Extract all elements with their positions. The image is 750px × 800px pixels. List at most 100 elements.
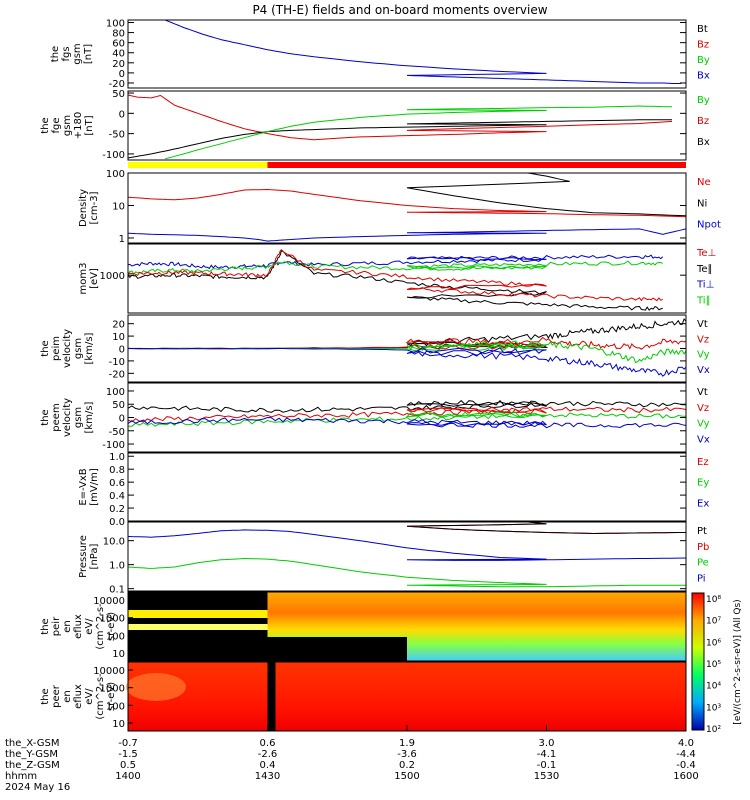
spectrogram-feature: [125, 673, 186, 701]
y-axis-label: velocity: [62, 398, 73, 437]
legend-entry: Vz: [697, 403, 709, 414]
y-axis-label: [nPa]: [89, 543, 100, 569]
y-tick-label: 10: [112, 719, 125, 730]
colorbar-tick-label: 10⁷: [706, 617, 721, 627]
y-tick-label: 0: [119, 69, 125, 80]
panel-density: 100 10 1 Density [cm-3] Ne Ni Npot: [78, 169, 721, 245]
y-tick-label: 0.4: [109, 491, 125, 502]
y-axis-label: fgs: [61, 46, 72, 61]
legend-entry: Pb: [697, 542, 709, 553]
legend-entry: Vt: [697, 319, 708, 330]
colorbar-tick-label: 10⁵: [706, 660, 721, 670]
series-bx: [127, 119, 672, 159]
series-vx: [127, 347, 687, 377]
legend-entry: Vx: [697, 365, 710, 376]
panel-frame: [127, 591, 687, 662]
colorbar-label: [eV/(cm^2-s-sr-eV)] (All Qs): [733, 599, 743, 724]
spectrogram-band: [128, 610, 268, 618]
panel-efield: 1.0 0.8 0.6 0.4 0.2 0.0 E=-VxB [mV/m] Ez Ey Ex: [78, 452, 709, 528]
panel-peer: 10000 1000 100 10 the peer en eflux eV/(cm^2-s-s…: [40, 661, 687, 732]
y-tick-label: 100: [106, 631, 125, 642]
y-tick-label: 80: [112, 29, 125, 40]
series-te: [127, 249, 663, 311]
legend-entry: Bx: [697, 71, 710, 82]
y-tick-label: 0: [119, 345, 125, 356]
legend-entry: Ex: [697, 498, 709, 509]
series-pe: [127, 557, 686, 588]
y-axis-label: [nT]: [83, 44, 94, 64]
y-axis-label: gsm: [72, 43, 83, 64]
legend-entry: Ez: [697, 457, 709, 468]
region-bar-yellow: [128, 162, 268, 168]
x-row-value: 0.6: [260, 738, 276, 749]
colorbar-tick-label: 10⁸: [706, 595, 721, 605]
x-row-value: 0.2: [399, 760, 415, 771]
x-row-value: -0.4: [676, 760, 696, 771]
y-tick-label: 100: [106, 169, 125, 180]
legend-entry: Vt: [697, 387, 708, 398]
x-row-value: 1400: [115, 771, 140, 782]
y-axis-label: velocity: [62, 329, 73, 368]
colorbar-tick-label: 10⁶: [706, 638, 721, 648]
panel-frame: [127, 172, 687, 244]
y-tick-label: 50: [112, 89, 125, 100]
legend-entry: Vy: [697, 419, 710, 430]
y-axis-label: sr-eV): [106, 682, 117, 711]
x-row-value: -0.7: [118, 738, 138, 749]
y-tick-label: -50: [109, 130, 125, 141]
y-tick-label: -100: [102, 150, 125, 161]
y-axis-label: Pressure: [78, 535, 89, 578]
panel-frame: [127, 521, 687, 592]
y-axis-label: the: [40, 409, 51, 425]
y-axis-label: [km/s]: [84, 332, 95, 364]
y-tick-label: 60: [112, 39, 125, 50]
y-axis-label: [eV]: [89, 268, 100, 289]
y-tick-label: 0.1: [109, 585, 125, 596]
panel-peem: 100 50 0 -50 -100 the peem velocity gsm [km/s] Vt V…: [40, 382, 710, 453]
figure-title: P4 (TH-E) fields and on-board moments ov…: [252, 3, 547, 17]
legend-entry: Bz: [697, 116, 709, 127]
panel-fge: 50 0 -50 -100 the fge gsm +180 [nT] By Bz Bx: [40, 89, 710, 161]
legend-entry: Vz: [697, 334, 709, 345]
y-tick-label: 0.0: [109, 517, 125, 528]
y-tick-label: 1000: [100, 614, 125, 625]
y-axis-label: [mV/m]: [89, 468, 100, 506]
series-vt: [127, 318, 687, 350]
y-axis-label: fge: [51, 117, 62, 133]
x-row-value: 3.0: [539, 738, 555, 749]
y-axis-label: [cm-3]: [89, 191, 100, 224]
panel-frame: [127, 90, 687, 161]
x-row-value: 1.9: [399, 738, 415, 749]
y-tick-label: -10: [109, 357, 125, 368]
y-axis-label: the: [40, 340, 51, 356]
y-tick-label: 1: [119, 234, 125, 245]
y-tick-label: 0.2: [109, 504, 125, 515]
series-bx: [165, 19, 682, 84]
colorbar-scale: [691, 592, 705, 731]
y-tick-label: 10: [112, 332, 125, 343]
x-row-label: the_Y-GSM: [5, 749, 58, 760]
legend-entry: Ti⊥: [696, 280, 714, 291]
y-axis-label: eV/: [84, 618, 95, 635]
series-npot: [127, 228, 687, 242]
y-tick-label: 10000: [93, 596, 125, 607]
y-tick-label: 1000: [100, 271, 125, 282]
y-axis-label: sr-eV): [106, 612, 117, 641]
y-tick-label: 10.0: [103, 537, 125, 548]
legend-entry: Ey: [697, 478, 709, 489]
y-axis-label: eflux: [73, 684, 84, 709]
y-axis-label: peir: [51, 616, 62, 636]
y-axis-label: +180: [73, 112, 84, 139]
legend-entry: Pi: [697, 573, 706, 584]
y-tick-label: 20: [112, 320, 125, 331]
colorbar-tick-label: 10⁴: [706, 682, 721, 692]
y-tick-label: 0.8: [109, 465, 125, 476]
series-bz: [127, 94, 673, 141]
x-row-label: hhmm: [5, 771, 37, 782]
y-axis-label: E=-VxB: [78, 468, 89, 505]
panel-frame: [127, 452, 687, 522]
spectrogram-cells: [128, 662, 686, 731]
region-bar-red: [267, 162, 686, 168]
y-axis-label: gsm: [73, 407, 84, 428]
